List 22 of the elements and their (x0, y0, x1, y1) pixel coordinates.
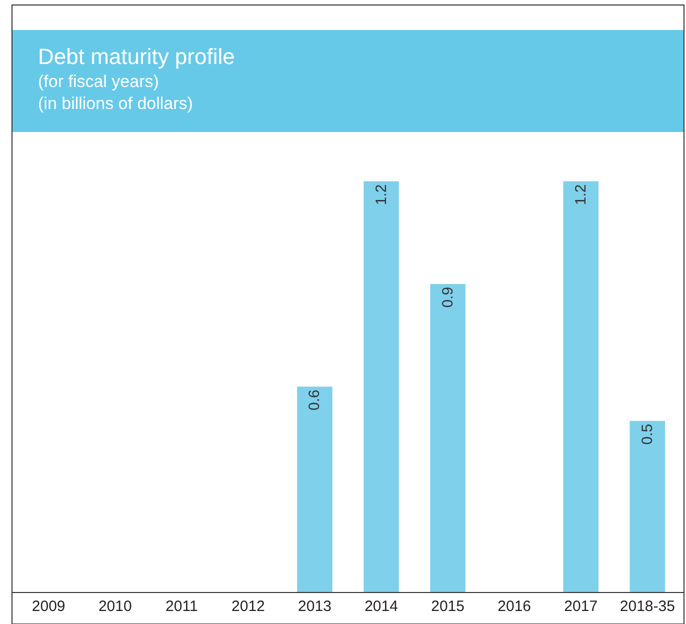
x-tick-label: 2010 (98, 598, 132, 615)
x-tick-label: 2009 (32, 598, 66, 615)
data-label: 0.5 (638, 424, 656, 445)
bar (364, 181, 399, 592)
x-tick-label: 2018-35 (620, 598, 675, 615)
bar (297, 386, 332, 592)
x-tick-label: 2016 (498, 598, 532, 615)
data-label: 1.2 (572, 184, 590, 206)
data-label: 0.6 (306, 390, 324, 410)
chart-title: Debt maturity profile (38, 44, 235, 69)
bar (630, 420, 666, 592)
x-tick-label: 2012 (232, 598, 265, 615)
data-label: 1.2 (372, 184, 390, 206)
x-tick-label: 2013 (298, 598, 332, 615)
x-tick-label: 2014 (364, 598, 398, 615)
x-tick-label: 2015 (431, 598, 464, 615)
bar (563, 181, 598, 592)
bar (430, 284, 466, 592)
chart-subtitle: (for fiscal years) (in billions of dollars) (38, 72, 193, 114)
x-tick-label: 2011 (166, 598, 198, 615)
x-tick-label: 2017 (564, 598, 598, 615)
data-label: 0.9 (439, 286, 456, 308)
